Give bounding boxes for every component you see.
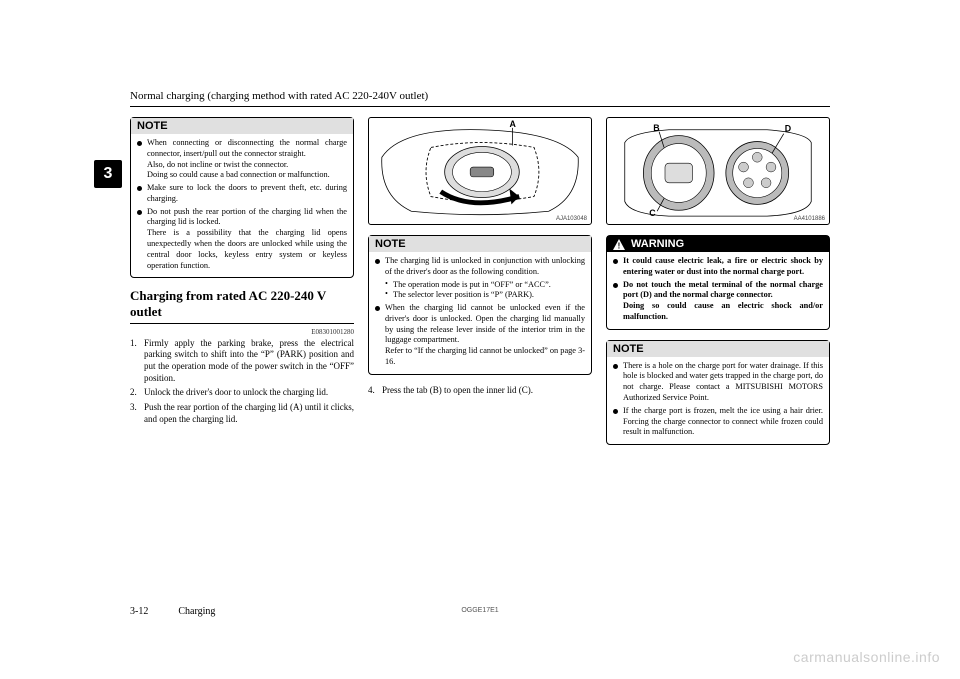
note-box: NOTE When connecting or disconnecting th… — [130, 117, 354, 278]
page-footer: 3-12 Charging — [130, 606, 215, 617]
warning-box: ! WARNING It could cause electric leak, … — [606, 235, 830, 330]
charging-lid-illustration: A — [369, 118, 591, 224]
column-3: B C D AA4101886 ! WARNING — [606, 117, 830, 455]
note-header: NOTE — [607, 341, 829, 357]
svg-text:!: ! — [618, 241, 621, 250]
warning-item: It could cause electric leak, a fire or … — [613, 256, 823, 278]
chapter-tab: 3 — [94, 160, 122, 188]
warning-item: Do not touch the metal terminal of the n… — [613, 280, 823, 323]
step-item: Push the rear portion of the charging li… — [130, 402, 354, 425]
watermark: carmanualsonline.info — [793, 649, 940, 665]
step-item: Firmly apply the parking brake, press th… — [130, 338, 354, 385]
warning-label: WARNING — [631, 238, 684, 250]
page-header: Normal charging (charging method with ra… — [130, 90, 830, 107]
note-label: NOTE — [137, 120, 168, 132]
warning-header: ! WARNING — [607, 236, 829, 252]
reference-code: E08301001280 — [130, 328, 354, 336]
columns: NOTE When connecting or disconnecting th… — [130, 117, 830, 455]
page-number: 3-12 — [130, 606, 148, 617]
warning-icon: ! — [613, 239, 625, 250]
note-body: The charging lid is unlocked in conjunct… — [369, 252, 591, 374]
column-2: A AJA103048 NOTE The charging lid is unl… — [368, 117, 592, 455]
note-box: NOTE There is a hole on the charge port … — [606, 340, 830, 445]
step-item: Unlock the driver's door to unlock the c… — [130, 387, 354, 399]
note-body: There is a hole on the charge port for w… — [607, 357, 829, 444]
note-item: When the charging lid cannot be unlocked… — [375, 303, 585, 368]
warning-body: It could cause electric leak, a fire or … — [607, 252, 829, 329]
note-item: There is a hole on the charge port for w… — [613, 361, 823, 404]
procedure-list: Firmly apply the parking brake, press th… — [130, 338, 354, 426]
label-d: D — [785, 124, 791, 134]
figure-charge-port: B C D AA4101886 — [606, 117, 830, 225]
note-label: NOTE — [613, 343, 644, 355]
label-c: C — [649, 208, 656, 218]
figure-code: AJA103048 — [556, 216, 587, 222]
chapter-name: Charging — [178, 606, 215, 617]
note-body: When connecting or disconnecting the nor… — [131, 134, 353, 277]
column-1: NOTE When connecting or disconnecting th… — [130, 117, 354, 455]
note-item: Do not push the rear portion of the char… — [137, 207, 347, 272]
note-header: NOTE — [131, 118, 353, 134]
section-title: Charging from rated AC 220-240 V outlet — [130, 288, 354, 323]
note-box: NOTE The charging lid is unlocked in con… — [368, 235, 592, 375]
figure-charging-lid: A AJA103048 — [368, 117, 592, 225]
note-item: Make sure to lock the doors to prevent t… — [137, 183, 347, 205]
figure-code: AA4101886 — [794, 216, 825, 222]
note-item: If the charge port is frozen, melt the i… — [613, 406, 823, 438]
procedure-list-cont: Press the tab (B) to open the inner lid … — [368, 385, 592, 397]
label-b: B — [653, 123, 659, 133]
label-a: A — [509, 119, 516, 129]
note-subitem: The selector lever position is “P” (PARK… — [385, 290, 585, 301]
note-text: The charging lid is unlocked in conjunct… — [385, 256, 585, 276]
content-area: Normal charging (charging method with ra… — [130, 90, 830, 455]
charge-port-illustration: B C D — [607, 118, 829, 224]
note-item: The charging lid is unlocked in conjunct… — [375, 256, 585, 301]
footer-doc-code: OGGE17E1 — [461, 607, 498, 614]
note-item: When connecting or disconnecting the nor… — [137, 138, 347, 181]
note-header: NOTE — [369, 236, 591, 252]
manual-page: 3 Normal charging (charging method with … — [0, 0, 960, 679]
step-item: Press the tab (B) to open the inner lid … — [368, 385, 592, 397]
note-subitem: The operation mode is put in “OFF” or “A… — [385, 280, 585, 291]
note-label: NOTE — [375, 238, 406, 250]
